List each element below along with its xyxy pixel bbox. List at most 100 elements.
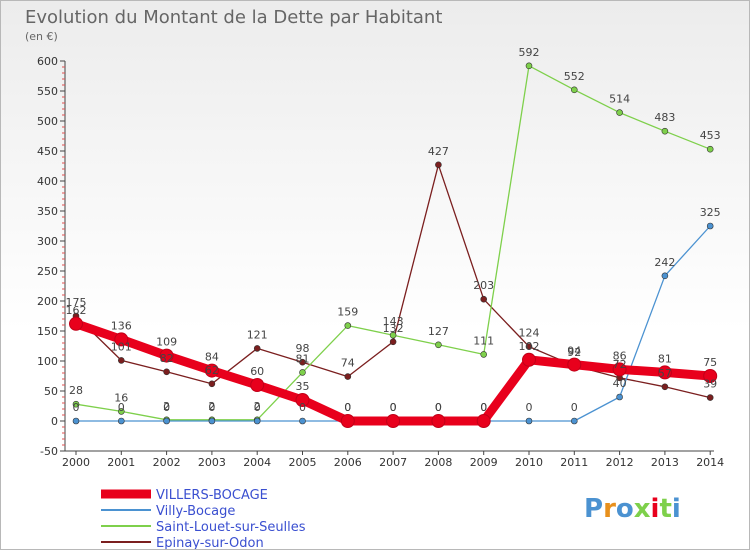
data-point [616, 109, 623, 116]
x-tick-label: 2001 [107, 456, 135, 469]
data-label: 0 [118, 401, 125, 414]
data-point [159, 348, 174, 363]
series-villers-bocage [69, 316, 718, 428]
data-label: 35 [296, 380, 310, 393]
data-label: 74 [341, 357, 355, 370]
data-label: 82 [160, 352, 174, 365]
data-point [118, 408, 125, 415]
x-tick-label: 2013 [651, 456, 679, 469]
data-point [525, 343, 533, 350]
data-label: 2 [254, 400, 261, 413]
data-label: 16 [114, 391, 128, 404]
x-tick-label: 2005 [289, 456, 317, 469]
y-tick-label: 400 [37, 175, 58, 188]
data-point [657, 365, 672, 380]
data-point [208, 417, 216, 425]
data-point [250, 378, 265, 392]
y-tick-label: 50 [44, 385, 58, 398]
data-point [208, 380, 216, 388]
data-point [661, 272, 669, 280]
data-label: 109 [156, 336, 177, 349]
data-point [431, 414, 446, 428]
data-label: 84 [205, 351, 219, 364]
data-label: 0 [208, 401, 215, 414]
data-label: 136 [111, 319, 132, 332]
y-tick-label: 450 [37, 145, 58, 158]
legend-item: Epinay-sur-Odon [101, 536, 264, 549]
data-point [706, 222, 714, 230]
data-point [253, 417, 261, 425]
data-label: 0 [254, 401, 261, 414]
axes: -500501001502002503003504004505005506002… [37, 55, 724, 469]
data-label: 0 [344, 401, 351, 414]
data-label: 325 [700, 206, 721, 219]
data-point [69, 316, 83, 331]
data-point [72, 400, 80, 408]
data-label: 102 [519, 340, 540, 353]
data-label: 0 [435, 401, 442, 414]
data-point [299, 417, 306, 425]
data-label: 0 [480, 401, 487, 414]
logo-letter: t [659, 494, 671, 524]
data-label: 111 [473, 334, 494, 347]
legend-item: VILLERS-BOCAGE [101, 488, 268, 503]
data-label: 2 [208, 400, 215, 413]
data-label: 94 [567, 345, 581, 358]
data-point [204, 363, 219, 378]
logo-letter: P [584, 494, 603, 524]
x-tick-label: 2014 [696, 456, 724, 469]
data-point [72, 417, 80, 425]
data-point [661, 383, 669, 391]
legend: VILLERS-BOCAGEVilly-BocageSaint-Louet-su… [101, 488, 306, 549]
data-point [570, 86, 578, 94]
legend-label: Saint-Louet-sur-Seulles [156, 520, 306, 535]
x-tick-label: 2003 [198, 456, 226, 469]
data-point [706, 394, 714, 401]
y-tick-label: 600 [37, 55, 58, 68]
data-label: 60 [250, 365, 264, 378]
data-label: 427 [428, 145, 449, 158]
data-label: 0 [390, 401, 397, 414]
data-point [567, 357, 582, 372]
x-tick-label: 2010 [515, 456, 543, 469]
logo-letter: r [603, 494, 616, 524]
data-point [163, 368, 170, 376]
data-label: 0 [435, 401, 442, 414]
data-point [118, 417, 125, 425]
data-label: 39 [703, 378, 717, 391]
x-tick-label: 2004 [243, 456, 271, 469]
data-point [389, 338, 397, 346]
data-label: 0 [480, 401, 487, 414]
data-label: 57 [658, 367, 672, 380]
logo-letter: x [634, 494, 651, 524]
data-label: 2 [163, 400, 170, 413]
logo-text: Proxiti [584, 494, 681, 524]
data-point [163, 417, 170, 425]
data-label: 86 [613, 349, 627, 362]
data-label: 592 [519, 46, 540, 59]
x-tick-label: 2008 [424, 456, 452, 469]
data-point [612, 362, 627, 377]
data-point [525, 62, 533, 70]
data-label: 127 [428, 325, 449, 338]
data-label: 453 [700, 129, 721, 142]
data-point [386, 414, 401, 428]
data-label: 0 [571, 401, 578, 414]
data-label: 92 [567, 346, 581, 359]
data-label: 175 [66, 296, 87, 309]
data-label: 0 [299, 401, 306, 414]
data-label: 40 [613, 377, 627, 390]
x-tick-label: 2012 [606, 456, 634, 469]
data-point [389, 331, 397, 339]
y-tick-label: 150 [37, 325, 58, 338]
y-tick-label: -50 [40, 445, 58, 458]
data-point [476, 414, 491, 428]
y-tick-label: 300 [37, 235, 58, 248]
data-point [340, 414, 355, 428]
y-tick-label: 250 [37, 265, 58, 278]
x-tick-label: 2002 [153, 456, 181, 469]
legend-item: Saint-Louet-sur-Seulles [101, 520, 306, 535]
data-label: 0 [73, 401, 80, 414]
